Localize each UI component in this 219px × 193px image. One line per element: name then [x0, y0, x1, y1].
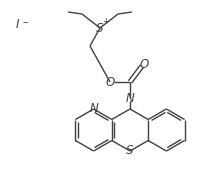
- Text: S: S: [126, 145, 134, 157]
- Text: +: +: [102, 18, 110, 26]
- Text: –: –: [22, 17, 28, 27]
- Text: O: O: [105, 75, 115, 89]
- Text: I: I: [15, 18, 19, 30]
- Text: S: S: [96, 21, 104, 35]
- Text: O: O: [139, 58, 149, 71]
- Text: N: N: [89, 102, 98, 115]
- Text: N: N: [126, 91, 134, 104]
